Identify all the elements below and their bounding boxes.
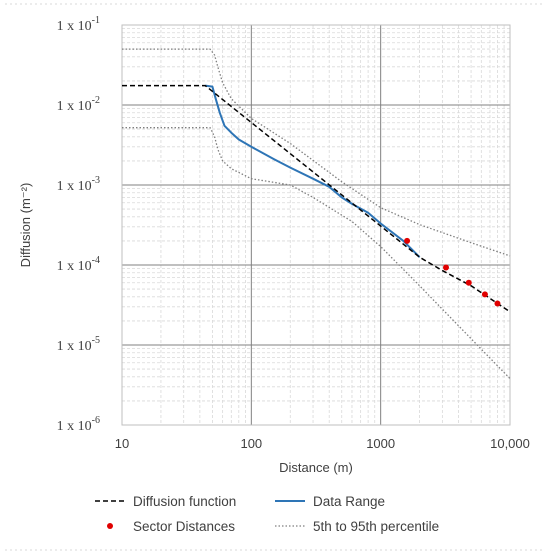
y-tick-exponent: -1 [92, 15, 100, 26]
series-data-range [205, 84, 421, 258]
x-tick-labels: 10 100 1000 10,000 [115, 436, 530, 451]
legend-item: 5th to 95th percentile [275, 519, 439, 534]
y-tick-label: 1 x 10-6 [57, 415, 100, 434]
y-tick-base: 1 x 10 [57, 179, 92, 194]
y-axis-title: Diffusion (m⁻²) [18, 183, 33, 268]
sector-distance-point [494, 300, 501, 307]
series-diffusion-function [122, 84, 511, 313]
sector-distance-point [442, 264, 449, 271]
x-axis-title: Distance (m) [279, 460, 353, 475]
x-tick-label: 10,000 [490, 436, 530, 451]
legend-label: Diffusion function [133, 494, 236, 509]
series-sector-distances [404, 237, 501, 307]
x-tick-label: 1000 [366, 436, 395, 451]
y-tick-base: 1 x 10 [57, 19, 92, 34]
legend-label: Sector Distances [133, 519, 235, 534]
y-tick-label: 1 x 10-5 [57, 335, 100, 354]
legend-item: Data Range [275, 494, 385, 509]
y-tick-base: 1 x 10 [57, 339, 92, 354]
series-5th-to-95th-percentile [122, 48, 511, 257]
sector-distance-point [404, 237, 411, 244]
y-tick-base: 1 x 10 [57, 419, 92, 434]
sector-distance-point [481, 291, 488, 298]
y-tick-label: 1 x 10-2 [57, 95, 100, 114]
series-layer [122, 48, 511, 380]
y-tick-label: 1 x 10-1 [57, 15, 100, 34]
y-tick-base: 1 x 10 [57, 99, 92, 114]
x-tick-label: 10 [115, 436, 129, 451]
legend-item: Sector Distances [107, 519, 235, 534]
plot-frame [121, 24, 511, 426]
y-tick-exponent: -6 [92, 415, 100, 426]
y-tick-exponent: -3 [92, 175, 100, 186]
x-tick-label: 100 [240, 436, 262, 451]
y-tick-exponent: -4 [92, 255, 100, 266]
sector-distance-point [465, 279, 472, 286]
legend-marker [107, 523, 113, 529]
minor-gridlines [122, 25, 510, 425]
legend-label: 5th to 95th percentile [313, 519, 439, 534]
legend-item: Diffusion function [95, 494, 236, 509]
legend: Diffusion function Data Range Sector Dista… [95, 494, 439, 534]
y-tick-labels: 1 x 10-11 x 10-21 x 10-31 x 10-41 x 10-5… [57, 15, 100, 434]
y-tick-label: 1 x 10-4 [57, 255, 100, 274]
y-tick-label: 1 x 10-3 [57, 175, 100, 194]
y-tick-exponent: -5 [92, 335, 100, 346]
legend-label: Data Range [313, 494, 385, 509]
y-tick-exponent: -2 [92, 95, 100, 106]
series-5th-to-95th-percentile-lower [122, 127, 511, 380]
y-tick-base: 1 x 10 [57, 259, 92, 274]
